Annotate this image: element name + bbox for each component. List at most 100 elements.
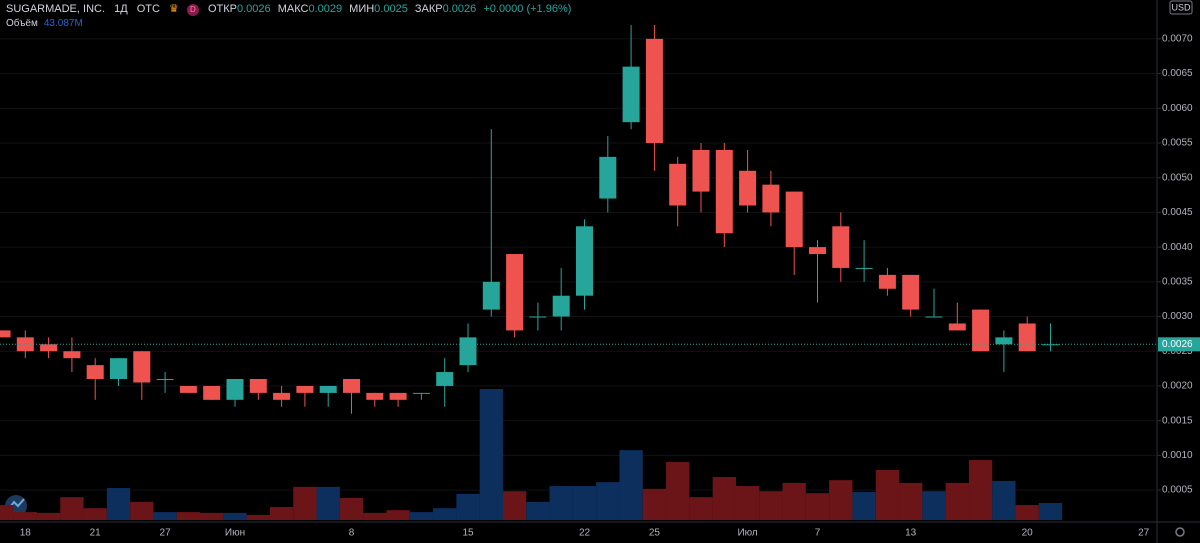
volume-bar (782, 482, 806, 520)
volume-bar (409, 512, 434, 520)
candle-body (552, 295, 570, 317)
candle-body (110, 358, 127, 380)
last-price-box (1158, 337, 1200, 352)
volume-label: Объём (6, 18, 38, 29)
volume-bar (712, 476, 736, 520)
x-tick-label: 15 (462, 528, 474, 539)
volume-bar (852, 491, 876, 520)
volume-bar (339, 497, 364, 520)
candle-body (785, 191, 803, 248)
volume-bar (176, 512, 201, 520)
candle-body (86, 365, 104, 380)
volume-bar (433, 508, 457, 520)
volume-bar (992, 480, 1016, 520)
candle-body (343, 379, 360, 393)
candle-body (739, 170, 757, 206)
x-tick-label: 18 (20, 528, 32, 539)
interval: 1Д (114, 3, 128, 15)
volume-bar (642, 488, 667, 520)
volume-bar (36, 512, 61, 520)
volume-bar (922, 491, 946, 520)
y-tick-label: 0.0070 (1162, 34, 1193, 45)
candle-body (296, 385, 314, 393)
volume-bar (945, 482, 969, 520)
candle-body (156, 379, 174, 381)
candle-body (1018, 323, 1036, 352)
y-tick-label: 0.0010 (1162, 450, 1193, 461)
symbol[interactable]: SUGARMADE, INC. (6, 3, 106, 15)
x-tick-label: 25 (649, 528, 661, 539)
candle-body (366, 392, 384, 400)
change: +0.0000 (+1.96%) (483, 3, 572, 15)
settings-icon[interactable] (1175, 527, 1185, 537)
x-tick-label: 20 (1022, 528, 1034, 539)
volume-bar (106, 488, 131, 520)
exchange: OTC (136, 3, 160, 15)
volume-bar (619, 450, 643, 520)
volume-bar (1038, 502, 1063, 520)
volume-bar (0, 505, 14, 520)
gear (1175, 527, 1185, 537)
volume-bar (572, 486, 597, 520)
candle-body (855, 267, 873, 269)
volume-bar (666, 461, 690, 520)
candle-body (948, 323, 966, 331)
candle-body (972, 309, 990, 352)
volume-bar (130, 501, 154, 520)
currency-box[interactable] (1169, 0, 1193, 15)
candle-body (482, 281, 500, 310)
candle-body (179, 385, 197, 393)
volume-bar (83, 508, 107, 520)
volume-bar (805, 493, 830, 520)
currency: USD (1171, 2, 1191, 12)
y-tick-label: 0.0045 (1162, 207, 1193, 218)
candle-body (669, 163, 687, 206)
y-tick-label: 0.0035 (1162, 276, 1193, 287)
candle-body (0, 330, 11, 338)
candle-body (63, 351, 81, 359)
ohlc-label: МИН (349, 3, 375, 15)
ohlc-value: 0.0026 (236, 3, 271, 15)
badge: D (186, 4, 199, 16)
candle-body (809, 247, 826, 255)
candle-body (16, 337, 34, 352)
y-tick-label: 0.0065 (1162, 68, 1193, 79)
candle-body (40, 344, 58, 352)
candle-body (599, 156, 617, 199)
candle-body (995, 337, 1013, 345)
ohlc-label: ОТКР (207, 3, 237, 15)
volume-bar (596, 482, 620, 520)
y-tick-label: 0.0055 (1162, 138, 1193, 149)
x-tick-label: 8 (349, 528, 355, 539)
volume-bar (875, 469, 900, 520)
y-tick-label: 0.0015 (1162, 415, 1193, 426)
crown-icon: ♛ (169, 3, 179, 15)
y-tick-label: 0.0050 (1162, 172, 1193, 183)
volume-bar (293, 486, 317, 520)
y-tick-label: 0.0005 (1162, 485, 1193, 496)
x-tick-label: Июн (225, 528, 245, 539)
candle-body (506, 254, 524, 331)
candle-body (133, 351, 151, 383)
ohlc-label: ЗАКР (414, 3, 443, 15)
ohlc-value: 0.0029 (308, 3, 343, 15)
volume-bar (386, 510, 410, 520)
candle-body (645, 38, 663, 143)
x-tick-label: 22 (579, 528, 591, 539)
volume-bar (735, 486, 760, 520)
volume-bar (526, 501, 550, 520)
volume-bar (153, 512, 177, 520)
volume-bar (223, 512, 247, 520)
candle-body (692, 149, 710, 192)
volume-bar (689, 497, 713, 520)
x-tick-label: 27 (1138, 528, 1150, 539)
volume-bar (502, 491, 527, 520)
candle-body (925, 316, 943, 318)
candle-body (715, 149, 733, 234)
ohlc-label: МАКС (277, 3, 309, 15)
candle-body (203, 385, 221, 400)
x-tick-label: 27 (160, 528, 172, 539)
